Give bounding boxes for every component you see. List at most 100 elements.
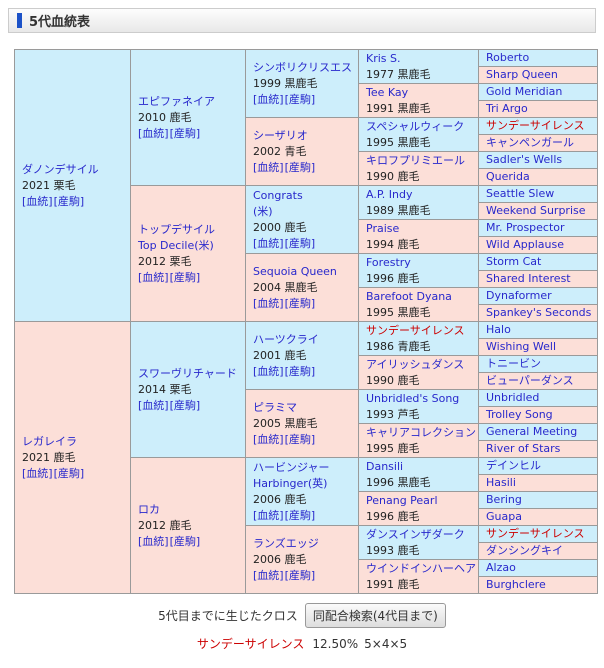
crossed-horse-link[interactable]: サンデーサイレンス [196, 637, 305, 651]
horse-link[interactable]: ロカ [138, 502, 160, 516]
horse-link[interactable]: Burghclere [486, 578, 546, 591]
progeny-link[interactable]: [産駒] [284, 236, 316, 250]
horse-link[interactable]: Penang Pearl [366, 493, 438, 507]
horse-link[interactable]: Trolley Song [486, 408, 553, 421]
horse-link[interactable]: ウインドインハーヘア [366, 561, 476, 575]
horse-link[interactable]: ハーツクライ [253, 332, 319, 346]
horse-link[interactable]: Gold Meridian [486, 85, 563, 98]
horse-link[interactable]: ピラミマ [253, 400, 297, 414]
horse-link[interactable]: Barefoot Dyana [366, 289, 452, 303]
horse-link[interactable]: エピファネイア [138, 94, 215, 108]
horse-link[interactable]: ダンシングキイ [486, 544, 563, 557]
blood-link[interactable]: [血統] [253, 92, 284, 106]
horse-link[interactable]: Sadler's Wells [486, 153, 563, 166]
blood-link[interactable]: [血統] [138, 270, 169, 284]
horse-link[interactable]: Congrats [253, 188, 303, 202]
horse-link[interactable]: Dansili [366, 459, 404, 473]
blood-link[interactable]: [血統] [253, 160, 284, 174]
horse-link[interactable]: Unbridled's Song [366, 391, 460, 405]
horse-link-crossed[interactable]: サンデーサイレンス [486, 119, 585, 132]
progeny-link[interactable]: [産駒] [284, 568, 316, 582]
horse-link[interactable]: Tri Argo [486, 102, 528, 115]
blood-link[interactable]: [血統] [138, 534, 169, 548]
progeny-link[interactable]: [産駒] [284, 364, 316, 378]
horse-link[interactable]: ハービンジャー [253, 460, 330, 474]
horse-link[interactable]: Wild Applause [486, 238, 564, 251]
horse-link[interactable]: アイリッシュダンス [366, 357, 465, 371]
blood-link[interactable]: [血統] [253, 508, 284, 522]
horse-link[interactable]: Roberto [486, 51, 530, 64]
horse-cell: ダンシングキイ [478, 542, 598, 560]
horse-link[interactable]: Kris S. [366, 51, 401, 65]
blood-link[interactable]: [血統] [253, 364, 284, 378]
horse-link[interactable]: Wishing Well [486, 340, 557, 353]
blood-link[interactable]: [血統] [22, 466, 53, 480]
blood-link[interactable]: [血統] [253, 568, 284, 582]
horse-link[interactable]: レガレイラ [22, 434, 77, 448]
blood-link[interactable]: [血統] [22, 194, 53, 208]
progeny-link[interactable]: [産駒] [53, 466, 85, 480]
blood-link[interactable]: [血統] [253, 236, 284, 250]
horse-link[interactable]: Shared Interest [486, 272, 571, 285]
progeny-link[interactable]: [産駒] [284, 432, 316, 446]
progeny-link[interactable]: [産駒] [284, 508, 316, 522]
horse-link[interactable]: Querida [486, 170, 530, 183]
progeny-link[interactable]: [産駒] [169, 126, 201, 140]
horse-info: 1993 芦毛 [366, 407, 420, 421]
horse-link[interactable]: Weekend Surprise [486, 204, 586, 217]
horse-link[interactable]: ビューパーダンス [486, 374, 574, 387]
horse-link[interactable]: ダンスインザダーク [366, 527, 465, 541]
horse-cell: Roberto [478, 49, 598, 67]
horse-link[interactable]: Sharp Queen [486, 68, 558, 81]
horse-link[interactable]: Alzao [486, 561, 516, 574]
horse-link[interactable]: Bering [486, 493, 522, 506]
progeny-link[interactable]: [産駒] [284, 92, 316, 106]
horse-link-en[interactable]: Top Decile(米) [138, 238, 214, 252]
horse-link[interactable]: Dynaformer [486, 289, 552, 302]
horse-info: 1990 鹿毛 [366, 169, 420, 183]
horse-link[interactable]: Halo [486, 323, 511, 336]
horse-link-en[interactable]: (米) [253, 204, 273, 218]
horse-link[interactable]: シーザリオ [253, 128, 308, 142]
horse-link[interactable]: スペシャルウィーク [366, 119, 465, 133]
horse-link[interactable]: ダノンデサイル [22, 162, 99, 176]
horse-link[interactable]: Unbridled [486, 391, 540, 404]
progeny-link[interactable]: [産駒] [53, 194, 85, 208]
horse-link[interactable]: Praise [366, 221, 400, 235]
horse-link[interactable]: ランズエッジ [253, 536, 319, 550]
horse-link-en[interactable]: Harbinger(英) [253, 476, 328, 490]
horse-link[interactable]: シンボリクリスエス [253, 60, 352, 74]
blood-link[interactable]: [血統] [253, 296, 284, 310]
horse-link[interactable]: Guapa [486, 510, 522, 523]
horse-link[interactable]: Sequoia Queen [253, 264, 337, 278]
horse-link[interactable]: River of Stars [486, 442, 561, 455]
horse-link[interactable]: キロフプリミエール [366, 153, 465, 167]
horse-link-crossed[interactable]: サンデーサイレンス [486, 527, 585, 540]
progeny-link[interactable]: [産駒] [284, 296, 316, 310]
blood-link[interactable]: [血統] [138, 398, 169, 412]
horse-link[interactable]: デインヒル [486, 459, 541, 472]
horse-link[interactable]: Mr. Prospector [486, 221, 565, 234]
progeny-link[interactable]: [産駒] [169, 534, 201, 548]
horse-link[interactable]: キャリアコレクション [366, 425, 476, 439]
horse-link[interactable]: Forestry [366, 255, 411, 269]
progeny-link[interactable]: [産駒] [169, 398, 201, 412]
progeny-link[interactable]: [産駒] [284, 160, 316, 174]
same-mating-search-button[interactable]: 同配合検索(4代目まで) [304, 603, 446, 628]
horse-link[interactable]: キャンペンガール [486, 136, 574, 149]
horse-link[interactable]: スワーヴリチャード [138, 366, 237, 380]
horse-link[interactable]: トニービン [486, 357, 541, 370]
horse-info: 2021 栗毛 [22, 178, 76, 192]
horse-link[interactable]: Spankey's Seconds [486, 306, 592, 319]
blood-link[interactable]: [血統] [253, 432, 284, 446]
horse-link[interactable]: トップデサイル [138, 222, 215, 236]
horse-link-crossed[interactable]: サンデーサイレンス [366, 323, 465, 337]
horse-link[interactable]: General Meeting [486, 425, 578, 438]
horse-link[interactable]: Seattle Slew [486, 187, 555, 200]
progeny-link[interactable]: [産駒] [169, 270, 201, 284]
horse-link[interactable]: Storm Cat [486, 255, 542, 268]
horse-link[interactable]: A.P. Indy [366, 187, 413, 201]
horse-link[interactable]: Hasili [486, 476, 516, 489]
blood-link[interactable]: [血統] [138, 126, 169, 140]
horse-link[interactable]: Tee Kay [366, 85, 409, 99]
